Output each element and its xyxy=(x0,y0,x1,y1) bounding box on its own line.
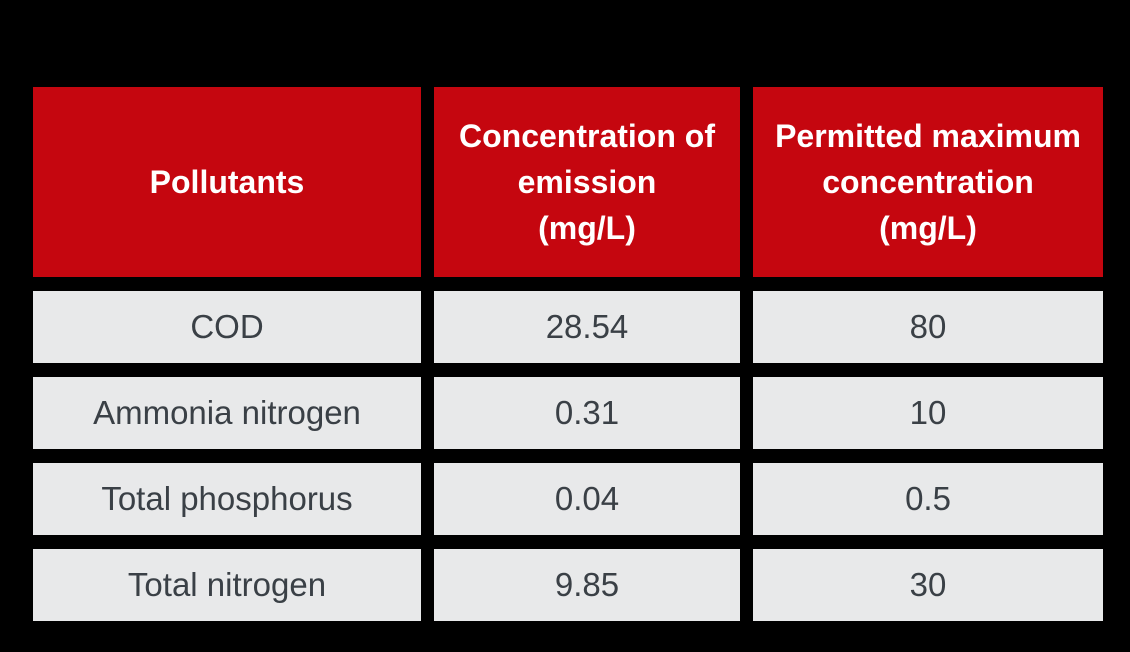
cell-ammonia-nitrogen-name: Ammonia nitrogen xyxy=(33,377,421,449)
cell-total-nitrogen-name: Total nitrogen xyxy=(33,549,421,621)
header-cell-concentration-of-emission: Concentration of emission (mg/L) xyxy=(434,87,740,277)
cell-ammonia-nitrogen-limit: 10 xyxy=(753,377,1103,449)
pollutants-emission-table: Pollutants Concentration of emission (mg… xyxy=(33,87,1103,621)
cell-ammonia-nitrogen-emission: 0.31 xyxy=(434,377,740,449)
cell-total-nitrogen-emission: 9.85 xyxy=(434,549,740,621)
cell-cod-name: COD xyxy=(33,291,421,363)
cell-cod-emission: 28.54 xyxy=(434,291,740,363)
cell-total-phosphorus-limit: 0.5 xyxy=(753,463,1103,535)
header-cell-permitted-maximum-concentration: Permitted maximum concentration (mg/L) xyxy=(753,87,1103,277)
cell-total-phosphorus-name: Total phosphorus xyxy=(33,463,421,535)
cell-total-nitrogen-limit: 30 xyxy=(753,549,1103,621)
cell-cod-limit: 80 xyxy=(753,291,1103,363)
cell-total-phosphorus-emission: 0.04 xyxy=(434,463,740,535)
header-cell-pollutants: Pollutants xyxy=(33,87,421,277)
